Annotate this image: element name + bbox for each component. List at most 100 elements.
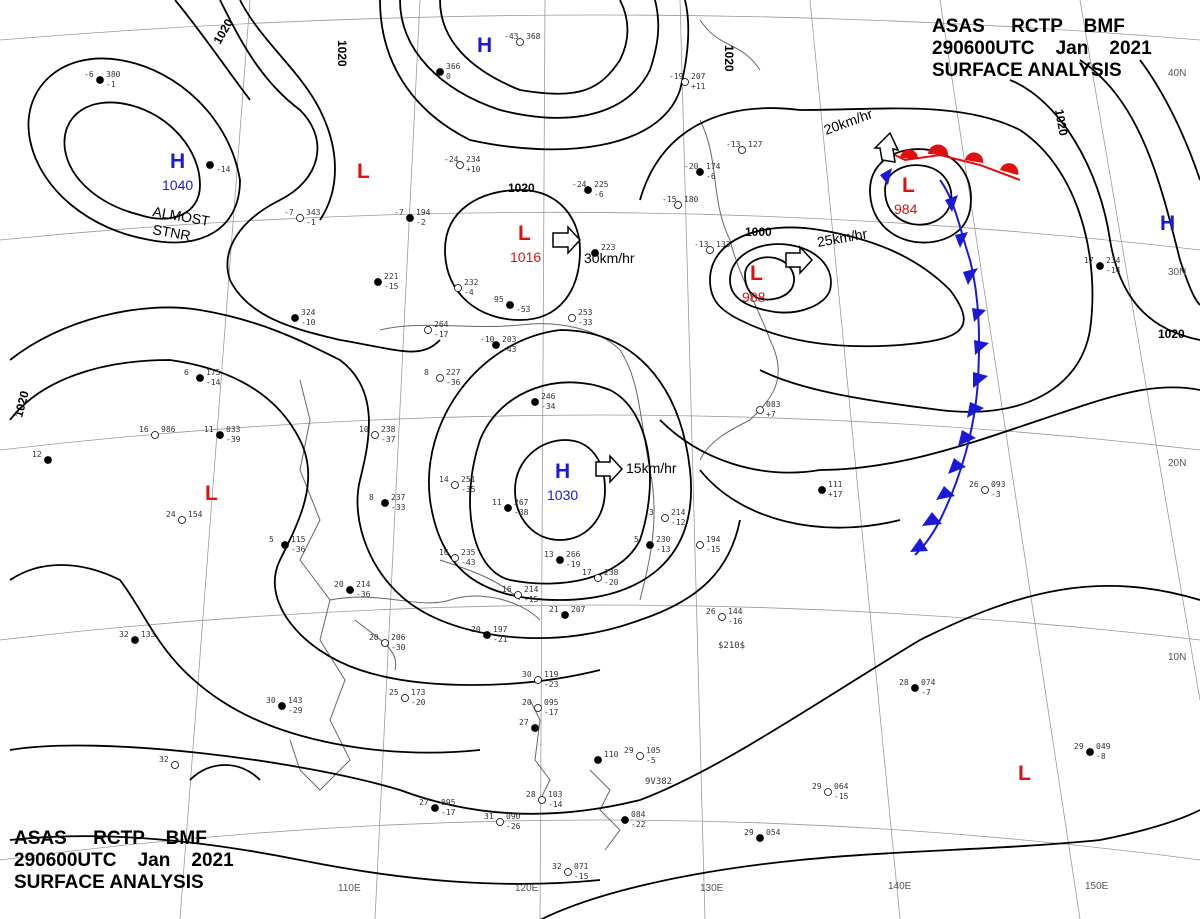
station-pressure: 986 [161, 425, 176, 434]
station-tendency: -15 [384, 282, 399, 291]
station-pressure: 127 [748, 140, 763, 149]
station-plot: 25 173-20 [389, 688, 426, 707]
station-plot: 264-17 [424, 320, 449, 339]
station-pressure: 267 [514, 498, 529, 507]
station-plot: 5 115-36 [269, 535, 306, 554]
station-plot: 20 197-21 [471, 625, 508, 644]
station-pressure: 194 [416, 208, 431, 217]
header-bottom-line2: 290600UTC Jan 2021 [14, 850, 234, 871]
station-pressure: 368 [526, 32, 541, 41]
station-circle-icon [674, 201, 682, 209]
header-top: ASAS RCTP BMF 290600UTC Jan 2021 SURFACE… [932, 16, 1152, 82]
station-temp: 29 [1074, 742, 1084, 751]
station-temp: -6 [84, 70, 94, 79]
station-circle-icon [291, 314, 299, 322]
station-circle-icon [514, 591, 522, 599]
station-circle-icon [556, 556, 564, 564]
station-pressure: 246 [541, 392, 556, 401]
station-tendency: -53 [516, 305, 531, 314]
station-circle-icon [531, 398, 539, 406]
station-circle-icon [981, 486, 989, 494]
station-plot: 17 234-14 [1084, 256, 1121, 275]
station-circle-icon [451, 554, 459, 562]
station-pressure: 054 [766, 828, 781, 837]
station-pressure: 221 [384, 272, 399, 281]
station-tendency: -34 [541, 402, 556, 411]
station-temp: 16 [502, 585, 512, 594]
grid-line [679, 0, 706, 919]
station-pressure: 214 [524, 585, 539, 594]
station-pressure: 111 [828, 480, 843, 489]
station-plot: 24 154 [166, 510, 203, 524]
station-pressure: 194 [706, 535, 721, 544]
isobars [9, 0, 1200, 919]
station-circle-icon [456, 161, 464, 169]
station-pressure: 095 [544, 698, 559, 707]
station-plot: -43 368 [504, 32, 541, 46]
station-circle-icon [564, 868, 572, 876]
station-temp: -24 [572, 180, 587, 189]
station-circle-icon [178, 516, 186, 524]
station-temp: -24 [444, 155, 459, 164]
station-circle-icon [496, 818, 504, 826]
station-circle-icon [406, 214, 414, 222]
station-plot: 083+7 [756, 400, 781, 419]
station-plot: 20 214-36 [334, 580, 371, 599]
station-pressure: 033 [226, 425, 241, 434]
station-pressure: 234 [1106, 256, 1121, 265]
station-temp: 14 [439, 475, 449, 484]
station-plot: 29 105-5 [624, 746, 661, 765]
station-circle-icon [738, 146, 746, 154]
station-plot: 232-4 [454, 278, 479, 297]
station-pressure: 083 [766, 400, 781, 409]
station-temp: 32 [159, 755, 169, 764]
station-temp: 11 [204, 425, 214, 434]
grid-line [1079, 0, 1200, 701]
station-tendency: -6 [706, 172, 716, 181]
station-tendency: +10 [466, 165, 481, 174]
station-plot: -20 174-6 [684, 162, 721, 181]
station-circle-icon [1086, 748, 1094, 756]
station-circle-icon [278, 702, 286, 710]
station-temp: 6 [184, 368, 189, 377]
station-tendency: -35 [461, 485, 476, 494]
arrow-low-988 [785, 245, 814, 275]
station-plot: 221-15 [374, 272, 399, 291]
station-temp: 30 [266, 696, 276, 705]
station-circle-icon [584, 186, 592, 194]
station-circle-icon [534, 704, 542, 712]
station-temp: 8 [369, 493, 374, 502]
station-circle-icon [621, 816, 629, 824]
station-plot: 223 [591, 243, 616, 257]
station-tendency: +7 [766, 410, 776, 419]
station-pressure: 214 [671, 508, 686, 517]
station-temp: 28 [899, 678, 909, 687]
header-bottom: ASAS RCTP BMF 290600UTC Jan 2021 SURFACE… [14, 828, 234, 894]
longitude-label: 130E [700, 883, 724, 894]
station-plot: 6 175-14 [184, 368, 221, 387]
grid-line [0, 14, 1200, 41]
station-tendency: +11 [691, 82, 706, 91]
header-bottom-line3: SURFACE ANALYSIS [14, 872, 204, 893]
station-pressure: 324 [301, 308, 316, 317]
station-temp: 16 [139, 425, 149, 434]
station-plot: 32 [159, 755, 179, 769]
station-circle-icon [534, 676, 542, 684]
station-circle-icon [216, 431, 224, 439]
isobar-label: 1000 [745, 225, 772, 239]
station-temp: 21 [549, 605, 559, 614]
station-temp: 26 [969, 480, 979, 489]
station-pressure: 064 [834, 782, 849, 791]
station-pressure: 235 [461, 548, 476, 557]
station-pressure: 133 [716, 240, 731, 249]
station-circle-icon [818, 486, 826, 494]
station-plot: 194-15 [696, 535, 721, 554]
station-pressure: 203 [502, 335, 517, 344]
center-pressure: 988 [742, 289, 766, 305]
longitude-label: 120E [515, 883, 539, 894]
grid-line [809, 0, 901, 919]
station-circle-icon [436, 374, 444, 382]
isobar-label: 1020 [722, 45, 736, 72]
station-plot: 5 230-13 [634, 535, 671, 554]
